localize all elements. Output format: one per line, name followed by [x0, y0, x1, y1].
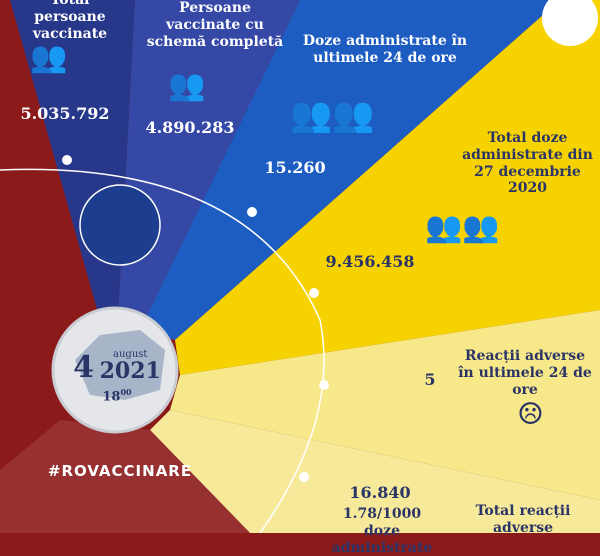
wedge-red-light	[0, 420, 250, 533]
stat-value-total-doses: 9.456.458	[325, 252, 415, 271]
stat-label-total-doses: Total doze administrate din 27 decembrie…	[462, 130, 593, 197]
date-minutes: 00	[120, 387, 132, 397]
stat-label-doses-24h: Doze administrate în ultimele 24 de ore	[302, 33, 468, 66]
hashtag: #ROVACCINARE	[47, 462, 193, 480]
stat-label-adverse-24h: Reacții adverse în ultimele 24 de ore	[458, 348, 592, 398]
wedge-yellow	[175, 0, 600, 375]
people-clock-icon: 👥	[168, 68, 206, 103]
orbit-dot	[319, 380, 329, 390]
stat-value-doses-24h: 15.260	[264, 158, 326, 177]
wedge-yellow-light	[170, 310, 600, 500]
government-seal	[79, 184, 161, 266]
crowd-clock-icon: 👥👥	[425, 210, 500, 245]
date-month: august	[113, 349, 148, 360]
stat-value-adverse-24h: 5	[424, 370, 436, 389]
wedge-blue-2	[118, 0, 300, 330]
orbit-dot	[247, 207, 257, 217]
orbit-arc	[0, 168, 325, 533]
stat-sub-total-adverse: 1.78/1000 doze administrate	[331, 506, 433, 556]
sad-face-icon: ☹	[517, 397, 544, 432]
cncav-logo	[542, 0, 598, 46]
background-wedges	[0, 0, 600, 533]
date-day: 4	[73, 350, 95, 385]
wedge-yellow-pale	[150, 410, 600, 533]
stat-value-total-adverse: 16.840	[349, 483, 411, 502]
stat-value-complete-scheme: 4.890.283	[145, 118, 235, 137]
date-hour: 18	[102, 389, 121, 405]
stat-value-total-vaccinated: 5.035.792	[20, 104, 110, 123]
stat-label-total-vaccinated: Total persoane vaccinate	[32, 0, 108, 42]
romania-map-shape	[75, 330, 165, 400]
date-badge: 4 august 2021 1800	[62, 350, 172, 405]
crowd-clock-icon: 👥👥	[290, 95, 375, 135]
wedge-blue-3	[140, 0, 560, 340]
orbit-dot	[62, 155, 72, 165]
date-year: 2021	[99, 358, 161, 384]
people-clock-icon: 👥	[30, 40, 68, 75]
orbit-dot	[299, 472, 309, 482]
orbit-dot	[309, 288, 319, 298]
stat-label-complete-scheme: Persoane vaccinate cu schemă completă	[146, 0, 284, 50]
stat-label-total-adverse: Total reacții adverse	[475, 503, 571, 536]
